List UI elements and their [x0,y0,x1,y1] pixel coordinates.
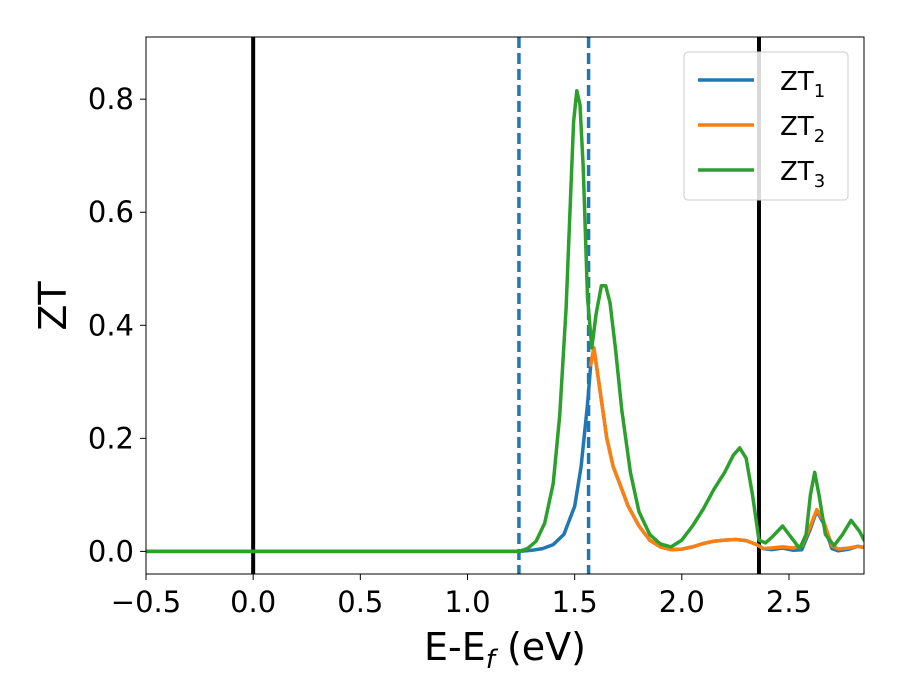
y-tick-label: 0.8 [88,82,134,116]
x-tick-label: 2.0 [659,585,705,619]
x-tick-label: 0.5 [337,585,383,619]
y-axis-label: ZT [31,281,75,331]
x-axis: −0.5 0.0 0.5 1.0 1.5 2.0 2.5 [111,574,812,619]
y-tick-label: 0.2 [88,421,134,455]
x-axis-label: E-Ef (eV) [424,625,586,675]
series-line-zt3 [146,88,864,554]
x-tick-label: −0.5 [111,585,181,619]
legend-box [683,51,849,201]
legend-entry: ZT2 [780,112,825,147]
x-tick-label: 1.5 [552,585,598,619]
x-tick-label: 1.0 [444,585,490,619]
legend-entry: ZT3 [780,157,825,192]
plot-frame [145,36,865,575]
y-tick-label: 0.6 [88,195,134,229]
legend: ZT1 ZT2 ZT3 [683,51,849,201]
series-layer [146,88,864,554]
y-axis: 0.0 0.2 0.4 0.6 0.8 [88,82,146,568]
x-tick-label: 2.5 [766,585,812,619]
legend-entry: ZT1 [780,67,825,102]
y-tick-label: 0.4 [88,308,134,342]
x-tick-label: 0.0 [230,585,276,619]
y-tick-label: 0.0 [88,534,134,568]
